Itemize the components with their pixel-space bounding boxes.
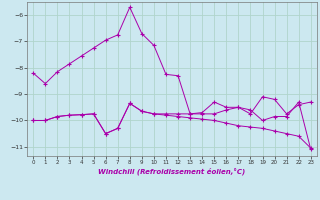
X-axis label: Windchill (Refroidissement éolien,°C): Windchill (Refroidissement éolien,°C) [98,168,246,175]
